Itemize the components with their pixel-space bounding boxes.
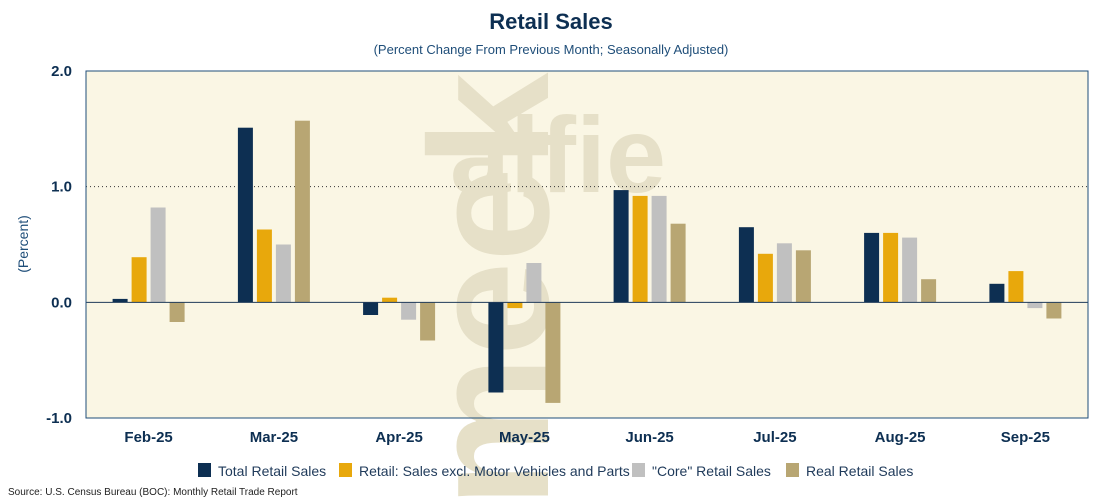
watermark: alfie meek [395,72,666,500]
legend-swatch-total-retail-sales [198,463,211,477]
bar-core-retail-sales-sep-25 [1027,302,1043,309]
bar-total-retail-sales-jul-25 [738,227,754,303]
bar-retail-sales-excl-motor-vehicles-and-parts-aug-25 [883,232,899,303]
chart-title: Retail Sales [489,9,613,34]
source-note: Source: U.S. Census Bureau (BOC): Monthl… [8,487,298,498]
x-tick-label-apr-25: Apr-25 [375,429,423,446]
bar-retail-sales-excl-motor-vehicles-and-parts-apr-25 [382,297,398,303]
bar-retail-sales-excl-motor-vehicles-and-parts-jul-25 [757,253,773,303]
bar-retail-sales-excl-motor-vehicles-and-parts-jun-25 [632,195,648,303]
bar-total-retail-sales-feb-25 [112,298,128,303]
watermark-line-1: alfie [450,94,666,215]
bar-retail-sales-excl-motor-vehicles-and-parts-mar-25 [256,229,272,303]
legend-label-core-retail-sales: "Core" Retail Sales [652,463,771,479]
x-tick-label-jul-25: Jul-25 [753,429,796,446]
bar-real-retail-sales-sep-25 [1046,302,1062,319]
legend-label-retail-sales-excl-motor-vehicles-and-parts: Retail: Sales excl. Motor Vehicles and P… [359,463,630,479]
x-tick-label-aug-25: Aug-25 [875,429,926,446]
y-tick-label: -1.0 [46,410,72,427]
x-tick-label-feb-25: Feb-25 [124,429,172,446]
y-tick-label: 1.0 [51,179,72,196]
x-tick-label-jun-25: Jun-25 [625,429,673,446]
legend-label-real-retail-sales: Real Retail Sales [806,463,913,479]
plot-area [86,71,1088,418]
bar-retail-sales-excl-motor-vehicles-and-parts-feb-25 [131,257,147,303]
bar-total-retail-sales-apr-25 [363,302,379,315]
bar-real-retail-sales-jun-25 [670,223,686,303]
bar-retail-sales-excl-motor-vehicles-and-parts-may-25 [507,302,523,309]
legend-label-total-retail-sales: Total Retail Sales [218,463,326,479]
bar-total-retail-sales-sep-25 [989,283,1005,303]
bar-real-retail-sales-jul-25 [795,250,811,303]
bar-real-retail-sales-mar-25 [294,120,310,303]
legend-swatch-real-retail-sales [786,463,799,477]
bar-real-retail-sales-apr-25 [420,302,436,341]
bar-core-retail-sales-feb-25 [150,207,166,303]
bar-total-retail-sales-jun-25 [613,190,629,303]
bar-total-retail-sales-may-25 [488,302,504,393]
bar-real-retail-sales-aug-25 [921,279,937,303]
bar-core-retail-sales-apr-25 [401,302,417,320]
legend-swatch-retail-sales-excl-motor-vehicles-and-parts [339,463,352,477]
bar-core-retail-sales-aug-25 [902,237,918,303]
bar-real-retail-sales-may-25 [545,302,561,403]
bar-real-retail-sales-feb-25 [169,302,185,322]
y-tick-label: 2.0 [51,63,72,80]
chart-subtitle: (Percent Change From Previous Month; Sea… [374,42,729,57]
y-axis-ticks: 2.0 1.0 0.0 -1.0 [46,63,72,427]
plot-border [85,70,1089,419]
bar-total-retail-sales-mar-25 [237,127,253,303]
x-tick-label-may-25: May-25 [499,429,550,446]
bars-group [112,120,1062,403]
bar-total-retail-sales-aug-25 [864,232,880,303]
x-axis-ticks: Feb-25 Mar-25 Apr-25 May-25 Jun-25 Jul-25 Aug-… [124,429,1050,446]
bar-core-retail-sales-may-25 [526,263,542,303]
bar-retail-sales-excl-motor-vehicles-and-parts-sep-25 [1008,271,1024,303]
bar-core-retail-sales-jul-25 [776,243,792,303]
bar-core-retail-sales-jun-25 [651,195,667,303]
y-tick-label: 0.0 [51,294,72,311]
watermark-line-2: meek [395,72,585,500]
bar-core-retail-sales-mar-25 [275,244,291,303]
x-tick-label-sep-25: Sep-25 [1001,429,1050,446]
y-axis-label: (Percent) [15,215,31,273]
legend-swatch-core-retail-sales [632,463,645,477]
legend: Total Retail Sales Retail: Sales excl. Mo… [198,463,913,479]
x-tick-label-mar-25: Mar-25 [250,429,298,446]
